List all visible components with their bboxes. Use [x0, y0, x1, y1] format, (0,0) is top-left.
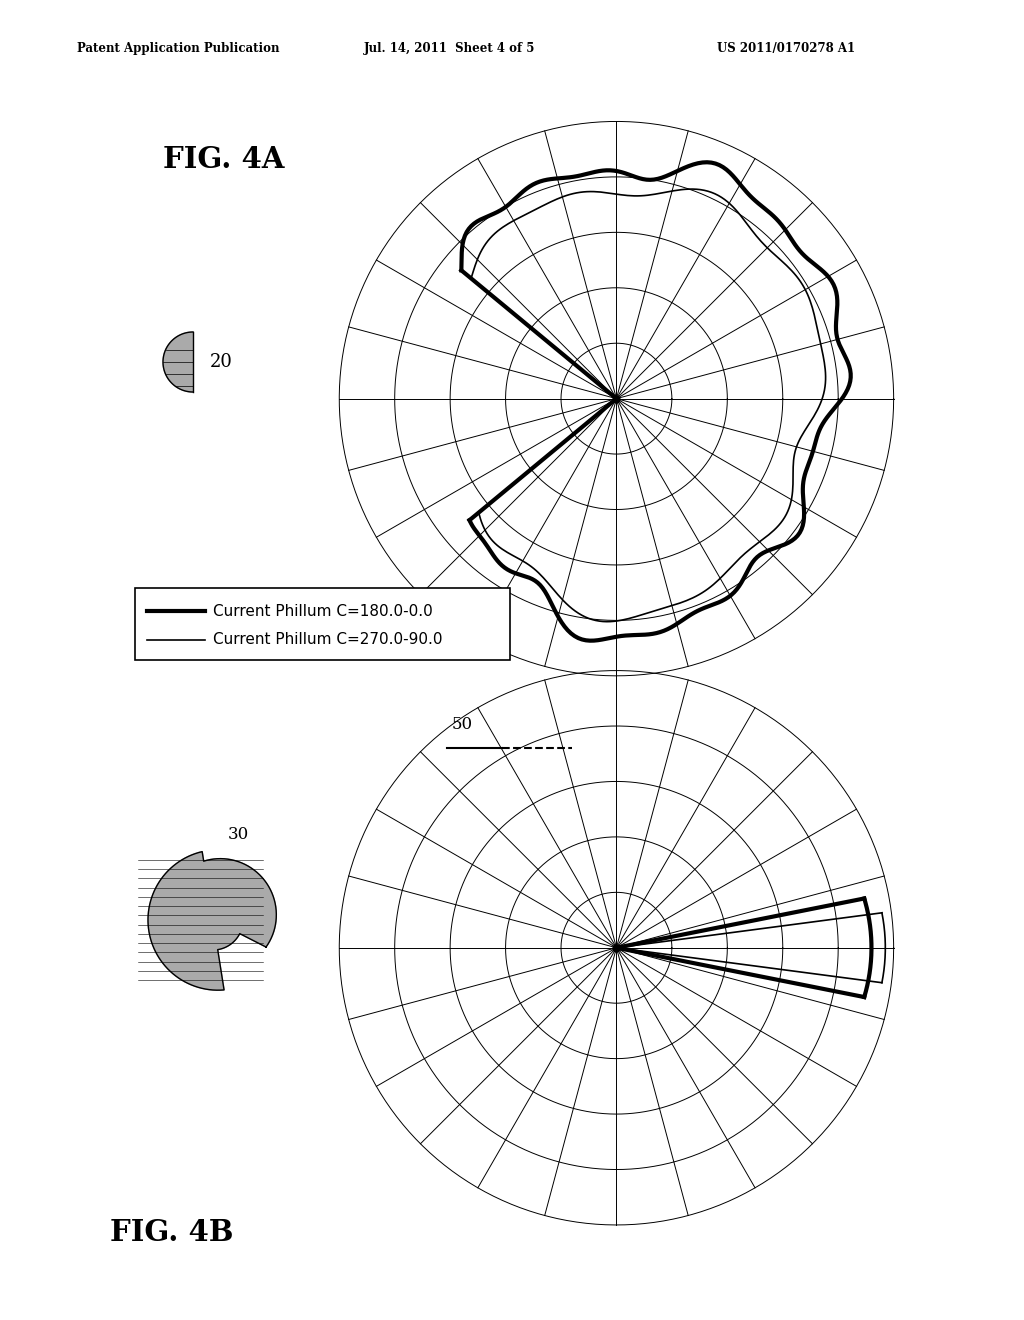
Text: US 2011/0170278 A1: US 2011/0170278 A1: [717, 42, 855, 55]
Text: 50: 50: [452, 715, 473, 733]
Text: 20: 20: [210, 352, 232, 371]
Text: FIG. 4B: FIG. 4B: [110, 1218, 233, 1247]
Text: Current Phillum C=180.0-0.0: Current Phillum C=180.0-0.0: [213, 603, 433, 619]
Bar: [135, 587, 510, 660]
Text: Current Phillum C=270.0-90.0: Current Phillum C=270.0-90.0: [213, 632, 442, 647]
Text: Jul. 14, 2011  Sheet 4 of 5: Jul. 14, 2011 Sheet 4 of 5: [364, 42, 535, 55]
Polygon shape: [148, 851, 276, 990]
Text: 30: 30: [228, 826, 249, 843]
Polygon shape: [163, 333, 193, 392]
Text: Patent Application Publication: Patent Application Publication: [77, 42, 280, 55]
Text: FIG. 4A: FIG. 4A: [163, 145, 285, 174]
